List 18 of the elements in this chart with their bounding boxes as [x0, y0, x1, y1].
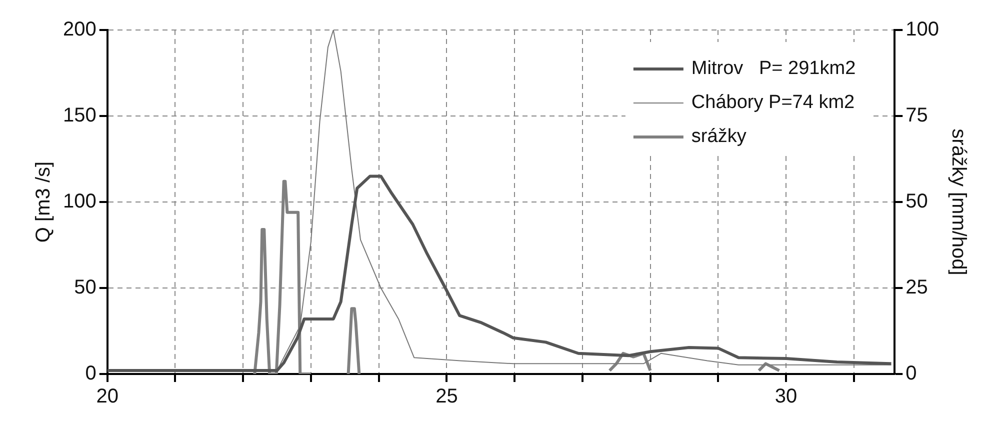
- legend-label: srážky: [691, 126, 747, 148]
- y2-tick-label: 100: [906, 18, 940, 41]
- y2-axis-title: srážky [mm/hod]: [947, 128, 970, 276]
- y-tick-label: 100: [62, 190, 96, 213]
- y-tick-label: 0: [85, 362, 96, 385]
- y-tick-label: 150: [62, 104, 96, 127]
- y2-tick-label: 0: [906, 362, 917, 385]
- x-tick-label: 20: [96, 386, 118, 408]
- legend-label: Chábory P=74 km2: [691, 92, 855, 114]
- y2-tick-label: 25: [906, 276, 928, 299]
- x-tick-label: 30: [774, 386, 798, 408]
- legend-label: Mitrov P= 291km2: [691, 58, 856, 80]
- y2-tick-label: 75: [906, 104, 928, 127]
- x-tick-label: 25: [436, 386, 458, 408]
- y-tick-label: 200: [62, 18, 96, 41]
- y2-tick-label: 50: [906, 190, 928, 213]
- y-tick-label: 50: [74, 276, 96, 299]
- y-axis-title: Q [m3 /s]: [32, 161, 55, 243]
